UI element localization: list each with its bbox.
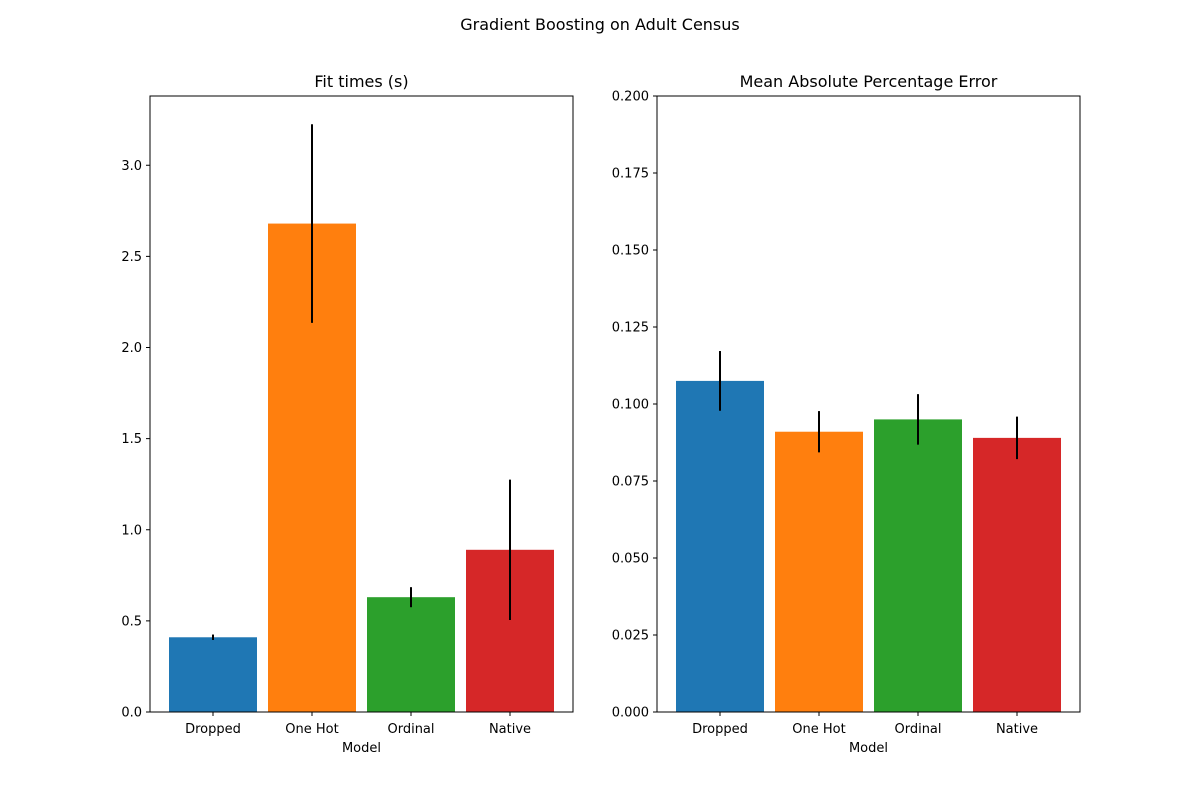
mape-y-tick-label: 0.075 <box>612 475 649 490</box>
mape-x-tick-label: One Hot <box>792 722 845 737</box>
mape-x-tick-label: Dropped <box>692 722 748 737</box>
fit-times-bar-ordinal <box>367 597 455 712</box>
mape-x-axis-label: Model <box>849 741 888 756</box>
fit-times-title: Fit times (s) <box>314 72 408 91</box>
mape-chart: 0.000 0.025 0.050 0.075 0.100 0.125 0.150 0.175… <box>612 72 1081 756</box>
fit-times-x-axis-label: Model <box>342 741 381 756</box>
fit-times-x-tick-label: One Hot <box>285 722 338 737</box>
mape-bar-ordinal <box>874 419 962 712</box>
fit-times-x-tick-label: Native <box>489 722 531 737</box>
mape-y-tick-label: 0.175 <box>612 167 649 182</box>
mape-y-tick-label: 0.100 <box>612 398 649 413</box>
mape-y-tick-label: 0.200 <box>612 90 649 105</box>
mape-y-tick-label: 0.000 <box>612 706 649 721</box>
mape-y-tick-label: 0.125 <box>612 321 649 336</box>
mape-x-tick-label: Native <box>996 722 1038 737</box>
mape-bar-one-hot <box>775 431 863 712</box>
figure-title: Gradient Boosting on Adult Census <box>460 15 739 34</box>
fit-times-y-tick-label: 0.0 <box>121 706 142 721</box>
mape-x-tick-label: Ordinal <box>894 722 941 737</box>
mape-y-tick-label: 0.150 <box>612 244 649 259</box>
fit-times-y-tick-label: 1.5 <box>121 432 142 447</box>
fit-times-bar-dropped <box>169 637 257 712</box>
mape-y-tick-label: 0.050 <box>612 552 649 567</box>
fit-times-y-tick-label: 2.0 <box>121 341 142 356</box>
fit-times-y-tick-label: 1.0 <box>121 523 142 538</box>
fit-times-x-tick-label: Ordinal <box>387 722 434 737</box>
fit-times-axes-frame <box>149 95 574 713</box>
fit-times-y-tick-label: 2.5 <box>121 250 142 265</box>
fit-times-y-tick-label: 0.5 <box>121 614 142 629</box>
mape-bar-dropped <box>676 380 764 712</box>
mape-title: Mean Absolute Percentage Error <box>740 72 998 91</box>
mape-y-tick-label: 0.025 <box>612 629 649 644</box>
fit-times-chart: 0.0 0.5 1.0 1.5 2.0 2.5 3.0 Dropped One Hot Ordin… <box>121 72 574 756</box>
mape-bar-native <box>973 437 1061 712</box>
fit-times-y-tick-label: 3.0 <box>121 159 142 174</box>
fit-times-x-tick-label: Dropped <box>185 722 241 737</box>
